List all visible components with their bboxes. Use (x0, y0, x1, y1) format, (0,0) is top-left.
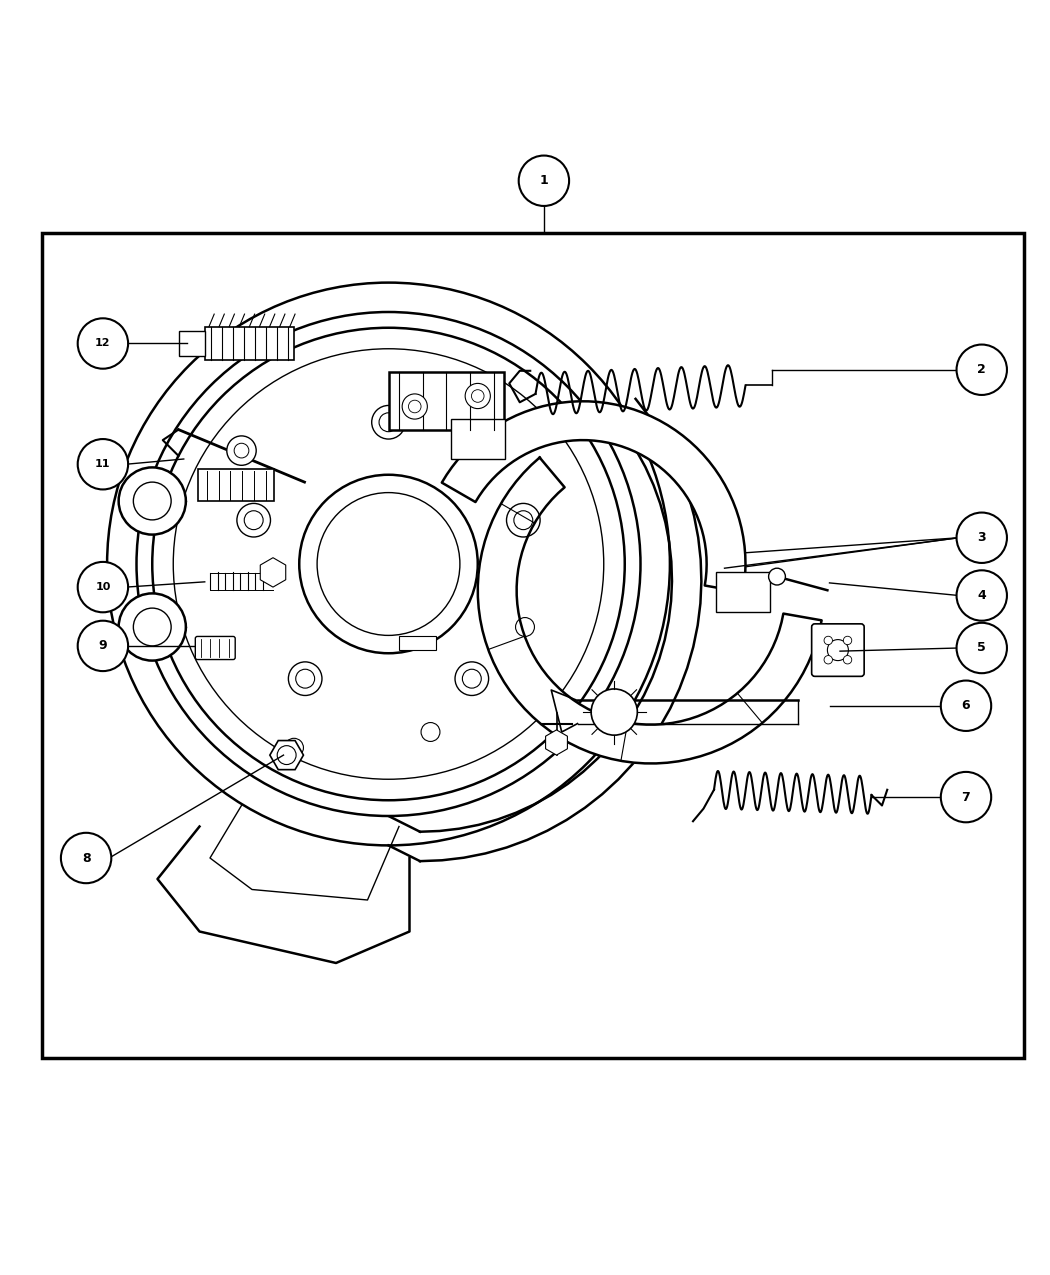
Text: 4: 4 (978, 589, 986, 602)
Bar (205, 326, 294, 361)
Text: 9: 9 (99, 639, 107, 653)
Text: 8: 8 (82, 852, 90, 864)
Circle shape (296, 669, 315, 688)
Circle shape (152, 328, 625, 801)
FancyBboxPatch shape (450, 419, 505, 459)
Circle shape (107, 283, 670, 845)
Text: 1: 1 (540, 175, 548, 187)
Circle shape (957, 344, 1007, 395)
Circle shape (245, 511, 264, 529)
Circle shape (513, 511, 532, 529)
Circle shape (133, 482, 171, 520)
Circle shape (471, 390, 484, 403)
Circle shape (317, 492, 460, 635)
Circle shape (237, 504, 271, 537)
FancyBboxPatch shape (716, 572, 771, 612)
Circle shape (78, 562, 128, 612)
Circle shape (957, 513, 1007, 564)
Text: 3: 3 (978, 532, 986, 544)
Text: 10: 10 (96, 583, 110, 592)
Circle shape (769, 569, 785, 585)
Circle shape (455, 662, 488, 695)
Circle shape (462, 669, 481, 688)
Circle shape (78, 621, 128, 671)
Circle shape (78, 319, 128, 368)
Circle shape (506, 504, 540, 537)
Circle shape (465, 384, 490, 408)
Circle shape (941, 771, 991, 822)
FancyBboxPatch shape (812, 623, 864, 676)
Polygon shape (478, 458, 821, 764)
Circle shape (402, 394, 427, 419)
Text: 5: 5 (978, 641, 986, 654)
Circle shape (234, 444, 249, 458)
Text: 7: 7 (962, 790, 970, 803)
Text: 11: 11 (96, 459, 110, 469)
Text: 2: 2 (978, 363, 986, 376)
Bar (399, 636, 436, 650)
Text: 6: 6 (962, 699, 970, 713)
Circle shape (941, 681, 991, 731)
Polygon shape (442, 402, 746, 593)
Circle shape (824, 636, 833, 645)
Bar (42, 233, 1024, 1057)
Circle shape (827, 640, 848, 660)
Circle shape (408, 400, 421, 413)
Circle shape (277, 746, 296, 765)
Circle shape (957, 622, 1007, 673)
Bar (178, 332, 205, 356)
Circle shape (516, 617, 534, 636)
Circle shape (133, 608, 171, 646)
Circle shape (591, 688, 637, 736)
Circle shape (227, 436, 256, 465)
Circle shape (372, 405, 405, 439)
Circle shape (843, 636, 852, 645)
Circle shape (173, 349, 604, 779)
Circle shape (379, 413, 398, 432)
Text: 12: 12 (96, 338, 110, 348)
FancyBboxPatch shape (388, 372, 504, 430)
Circle shape (78, 439, 128, 490)
Circle shape (289, 662, 322, 695)
Circle shape (299, 474, 478, 653)
Circle shape (957, 570, 1007, 621)
Circle shape (61, 833, 111, 884)
Circle shape (136, 312, 640, 816)
Circle shape (119, 593, 186, 660)
Circle shape (824, 655, 833, 664)
Circle shape (285, 738, 303, 757)
FancyBboxPatch shape (198, 469, 274, 501)
Circle shape (843, 655, 852, 664)
Circle shape (519, 156, 569, 207)
FancyBboxPatch shape (195, 636, 235, 659)
Circle shape (421, 723, 440, 742)
Circle shape (119, 468, 186, 534)
